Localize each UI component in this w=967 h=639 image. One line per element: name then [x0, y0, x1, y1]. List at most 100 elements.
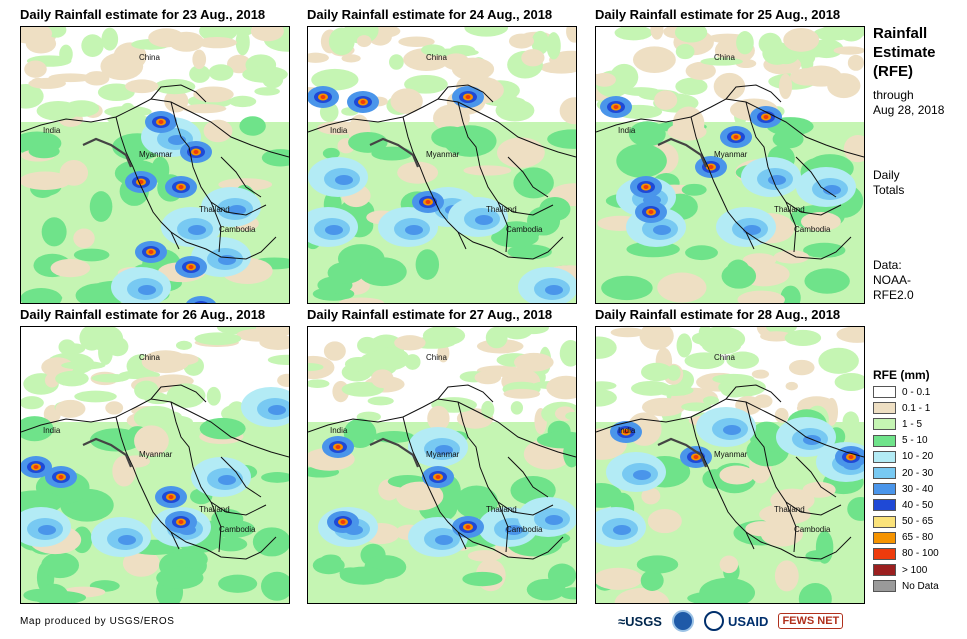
rain-cell — [601, 275, 653, 301]
panel-title: Daily Rainfall estimate for 26 Aug., 201… — [20, 307, 266, 322]
legend-swatch — [873, 467, 896, 480]
legend-row: 40 - 50 — [873, 497, 963, 513]
country-border — [690, 116, 755, 250]
rain-cell — [539, 61, 576, 74]
rain-cell — [566, 27, 576, 43]
rain-cell — [463, 165, 512, 176]
rain-cell — [344, 356, 373, 372]
rain-cell — [178, 520, 184, 524]
rain-cell — [255, 327, 289, 338]
legend-swatch — [873, 386, 896, 399]
legend-label: 5 - 10 — [902, 435, 928, 447]
legend-label: 1 - 5 — [902, 418, 923, 430]
rain-cell — [199, 417, 246, 440]
rain-cell — [105, 401, 124, 415]
rain-cell — [723, 425, 741, 435]
rain-cell — [505, 525, 523, 535]
rain-cell — [311, 68, 359, 91]
rain-cell — [74, 390, 117, 403]
legend-swatch — [873, 580, 896, 593]
rain-cell — [226, 54, 252, 74]
rain-cell — [760, 331, 793, 342]
rfe-legend: RFE (mm) 0 - 0.1 0.1 - 1 1 - 5 5 - 10 10 - 2… — [873, 366, 963, 594]
rain-cell — [596, 72, 616, 87]
rain-cell — [435, 445, 453, 455]
country-border — [115, 416, 180, 550]
rain-cell — [166, 383, 206, 408]
fews-net-logo: FEWS NET — [778, 613, 844, 629]
rain-cell — [133, 405, 178, 430]
rain-cell — [141, 350, 190, 374]
rainfall-map: China India Myanmar Thailand Cambodia — [20, 326, 290, 604]
rain-cell — [847, 54, 864, 71]
legend-label: No Data — [902, 580, 939, 592]
country-border — [220, 156, 262, 198]
rain-cell — [21, 171, 72, 191]
rain-cell — [394, 335, 426, 351]
map-label-china: China — [426, 353, 447, 362]
rain-cell — [335, 175, 353, 185]
rain-cell — [623, 430, 629, 434]
rainfall-map: China India Myanmar Thailand Cambodia — [307, 26, 577, 304]
rain-cell — [59, 44, 73, 64]
rain-cell — [640, 362, 673, 382]
rain-cell — [398, 36, 435, 48]
data-line: RFE2.0 — [873, 288, 914, 302]
rain-cell — [389, 54, 404, 70]
legend-label: 30 - 40 — [902, 483, 934, 495]
rain-cell — [474, 370, 502, 385]
country-border — [745, 401, 842, 516]
rain-cell — [510, 401, 524, 415]
rain-cell — [322, 147, 340, 159]
rain-cell — [118, 535, 136, 545]
rain-cell — [536, 431, 576, 449]
rain-cell — [28, 144, 60, 159]
rain-cell — [64, 100, 100, 117]
country-border — [497, 501, 509, 553]
rain-cell — [462, 571, 503, 587]
rain-cell — [84, 71, 110, 86]
rain-cell — [847, 496, 864, 521]
through-date: Aug 28, 2018 — [873, 103, 945, 117]
rain-cell — [90, 327, 124, 353]
panel-title: Daily Rainfall estimate for 24 Aug., 201… — [307, 7, 553, 22]
rain-cell — [702, 396, 720, 405]
legend-rows: 0 - 0.1 0.1 - 1 1 - 5 5 - 10 10 - 20 20 - 30 3… — [873, 384, 963, 594]
rain-cell — [148, 392, 168, 404]
rain-cell — [481, 400, 495, 419]
rain-cell — [312, 556, 345, 575]
legend-row: 65 - 80 — [873, 530, 963, 546]
rain-cell — [713, 72, 746, 101]
rain-cell — [526, 578, 566, 601]
rainfall-panel-aug-24: Daily Rainfall estimate for 24 Aug., 201… — [307, 4, 577, 304]
rain-cell — [435, 475, 441, 479]
map-label-cambodia: Cambodia — [506, 225, 543, 234]
rain-cell — [188, 265, 194, 269]
rain-cell — [760, 521, 803, 547]
rain-cell — [503, 388, 541, 399]
data-source-block: Data: NOAA- RFE2.0 — [873, 258, 914, 303]
rain-cell — [100, 52, 144, 81]
country-border — [21, 398, 289, 458]
rain-cell — [192, 49, 207, 70]
rainfall-map: China India Myanmar Thailand Cambodia — [20, 26, 290, 304]
map-label-india: India — [43, 126, 61, 135]
rain-cell — [772, 129, 804, 149]
country-border — [402, 116, 467, 250]
rain-cell — [495, 99, 535, 122]
legend-row: 5 - 10 — [873, 433, 963, 449]
legend-row: No Data — [873, 578, 963, 594]
rain-cell — [614, 588, 670, 603]
rain-cell — [842, 411, 860, 432]
rain-cell — [773, 45, 799, 65]
rain-cell — [700, 57, 743, 66]
rain-cell — [659, 417, 693, 427]
map-canvas: China India Myanmar Thailand Cambodia — [596, 327, 864, 603]
rain-cell — [699, 577, 756, 603]
rain-cell — [774, 407, 789, 423]
rain-cell — [531, 30, 550, 55]
rain-cell — [596, 336, 617, 359]
rain-cell — [167, 547, 208, 571]
map-canvas: China India Myanmar Thailand Cambodia — [308, 327, 576, 603]
rain-cell — [50, 258, 91, 278]
